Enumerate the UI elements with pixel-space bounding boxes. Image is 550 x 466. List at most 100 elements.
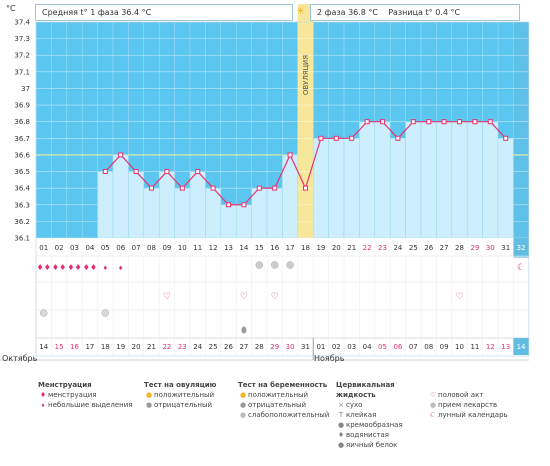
temp-bar (266, 187, 283, 239)
top-day-label: 19 (316, 244, 325, 252)
temperature-point (164, 169, 170, 175)
pill-icon: ● (429, 401, 437, 409)
top-day-label: 10 (178, 244, 187, 252)
temperature-point (287, 152, 293, 158)
bottom-day-label: 04 (363, 343, 372, 351)
top-day-label: 26 (424, 244, 433, 252)
positive-preg-icon: ● (239, 391, 247, 399)
creamy-icon: ● (337, 421, 345, 429)
phase2-value: 36.8 °C (348, 8, 379, 17)
temp-bar (482, 121, 499, 239)
y-tick-label: 37.3 (14, 35, 30, 43)
temperature-point (441, 119, 447, 125)
bottom-day-label: 20 (132, 343, 141, 351)
temp-bar (251, 187, 268, 239)
legend-item: яичный белок (346, 441, 398, 449)
y-tick-label: 37.2 (14, 52, 30, 60)
temperature-point (364, 119, 370, 125)
legend-title: Тест на беременность (238, 381, 328, 389)
legend-item: отрицательный (154, 401, 213, 409)
top-day-label: 31 (501, 244, 510, 252)
top-day-label: 28 (455, 244, 464, 252)
bottom-day-label: 22 (162, 343, 171, 351)
heart-icon: ♡ (163, 292, 171, 302)
bottom-day-label: 11 (470, 343, 479, 351)
top-day-label: 21 (347, 244, 356, 252)
top-day-label: 16 (270, 244, 279, 252)
top-day-label: 24 (393, 244, 402, 252)
top-day-label: 17 (286, 244, 295, 252)
legend-item: половой акт (438, 391, 484, 399)
legend-ovulation-test: Тест на овуляцию ● положительный ● отрицат… (144, 380, 234, 410)
top-day-label: 22 (363, 244, 372, 252)
temp-bar (343, 138, 360, 239)
temp-bar (205, 187, 222, 239)
negative-preg-icon: ● (239, 401, 247, 409)
y-tick-label: 36.6 (14, 151, 30, 159)
watery-icon: ♦ (337, 431, 345, 439)
phase1-label: Средняя t° 1 фаза (42, 8, 119, 17)
temperature-point (102, 169, 108, 175)
top-day-label: 05 (101, 244, 110, 252)
legend-menstruation: Менструация ♦ менструация ♦ небольшие выде… (38, 380, 133, 411)
month-november: Ноябрь (314, 354, 345, 363)
menstruation-icon: ♦♦ (67, 263, 81, 272)
top-day-label: 02 (55, 244, 64, 252)
sun-icon: ☀ (296, 6, 305, 17)
temperature-point (380, 119, 385, 125)
top-day-row (36, 238, 529, 256)
bottom-day-label: 26 (224, 343, 233, 351)
temperature-point (118, 152, 124, 158)
top-day-label: 11 (193, 244, 202, 252)
top-day-label: 15 (255, 244, 264, 252)
bottom-day-label: 06 (393, 343, 402, 351)
top-day-label: 08 (147, 244, 156, 252)
bottom-day-label: 14 (517, 343, 526, 351)
sticky-icon: T (338, 411, 344, 419)
heart-icon: ♡ (240, 292, 248, 302)
temp-bar (220, 204, 237, 239)
temp-bar (451, 121, 468, 239)
positive-test-icon: ● (145, 391, 153, 399)
bottom-day-label: 05 (378, 343, 387, 351)
bottom-day-label: 17 (85, 343, 94, 351)
bottom-day-label: 28 (255, 343, 264, 351)
legend-item: лунный календарь (438, 411, 508, 419)
eggwhite-icon: ● (337, 441, 345, 449)
top-day-label: 01 (39, 244, 48, 252)
temp-bar (359, 121, 376, 239)
temperature-point (149, 185, 154, 191)
top-day-label: 18 (301, 244, 310, 252)
heart-icon: ♡ (455, 292, 463, 302)
ovulation-label: ОВУЛЯЦИЯ (302, 55, 310, 95)
phase1-value: 36.4 °C (121, 8, 152, 17)
temperature-point (303, 185, 308, 191)
dry-icon: × (338, 401, 344, 409)
drop-icon: ♦ (39, 391, 47, 399)
phase2-label: 2 фаза (317, 8, 346, 17)
ovulation-band (297, 4, 314, 238)
top-day-label: 09 (162, 244, 171, 252)
y-tick-label: 37.1 (14, 68, 30, 76)
temp-bar (436, 121, 453, 239)
bottom-day-label: 30 (286, 343, 295, 351)
y-tick-label: 36.3 (14, 201, 30, 209)
legend-title: Тест на овуляцию (144, 381, 217, 389)
legend-item: слабоположительный (248, 411, 330, 419)
temp-bar (497, 138, 514, 239)
moon-icon: ☾ (429, 411, 437, 419)
temp-bar (158, 171, 175, 239)
legend-item: клейкая (346, 411, 377, 419)
bottom-day-label: 16 (70, 343, 79, 351)
diff-value: 0.4 °C (435, 8, 461, 17)
ovulation-test-icon (286, 261, 294, 269)
heart-icon: ♡ (271, 292, 279, 302)
today-cell-bottom (513, 338, 529, 355)
legend-item: менструация (48, 391, 97, 399)
y-tick-label: 36.4 (14, 185, 30, 193)
y-tick-label: 36.2 (14, 218, 30, 226)
today-cell-top (513, 238, 529, 256)
small-drop-icon: ♦ (40, 403, 46, 409)
today-column (513, 22, 529, 258)
legend-item: кремообразная (346, 421, 403, 429)
